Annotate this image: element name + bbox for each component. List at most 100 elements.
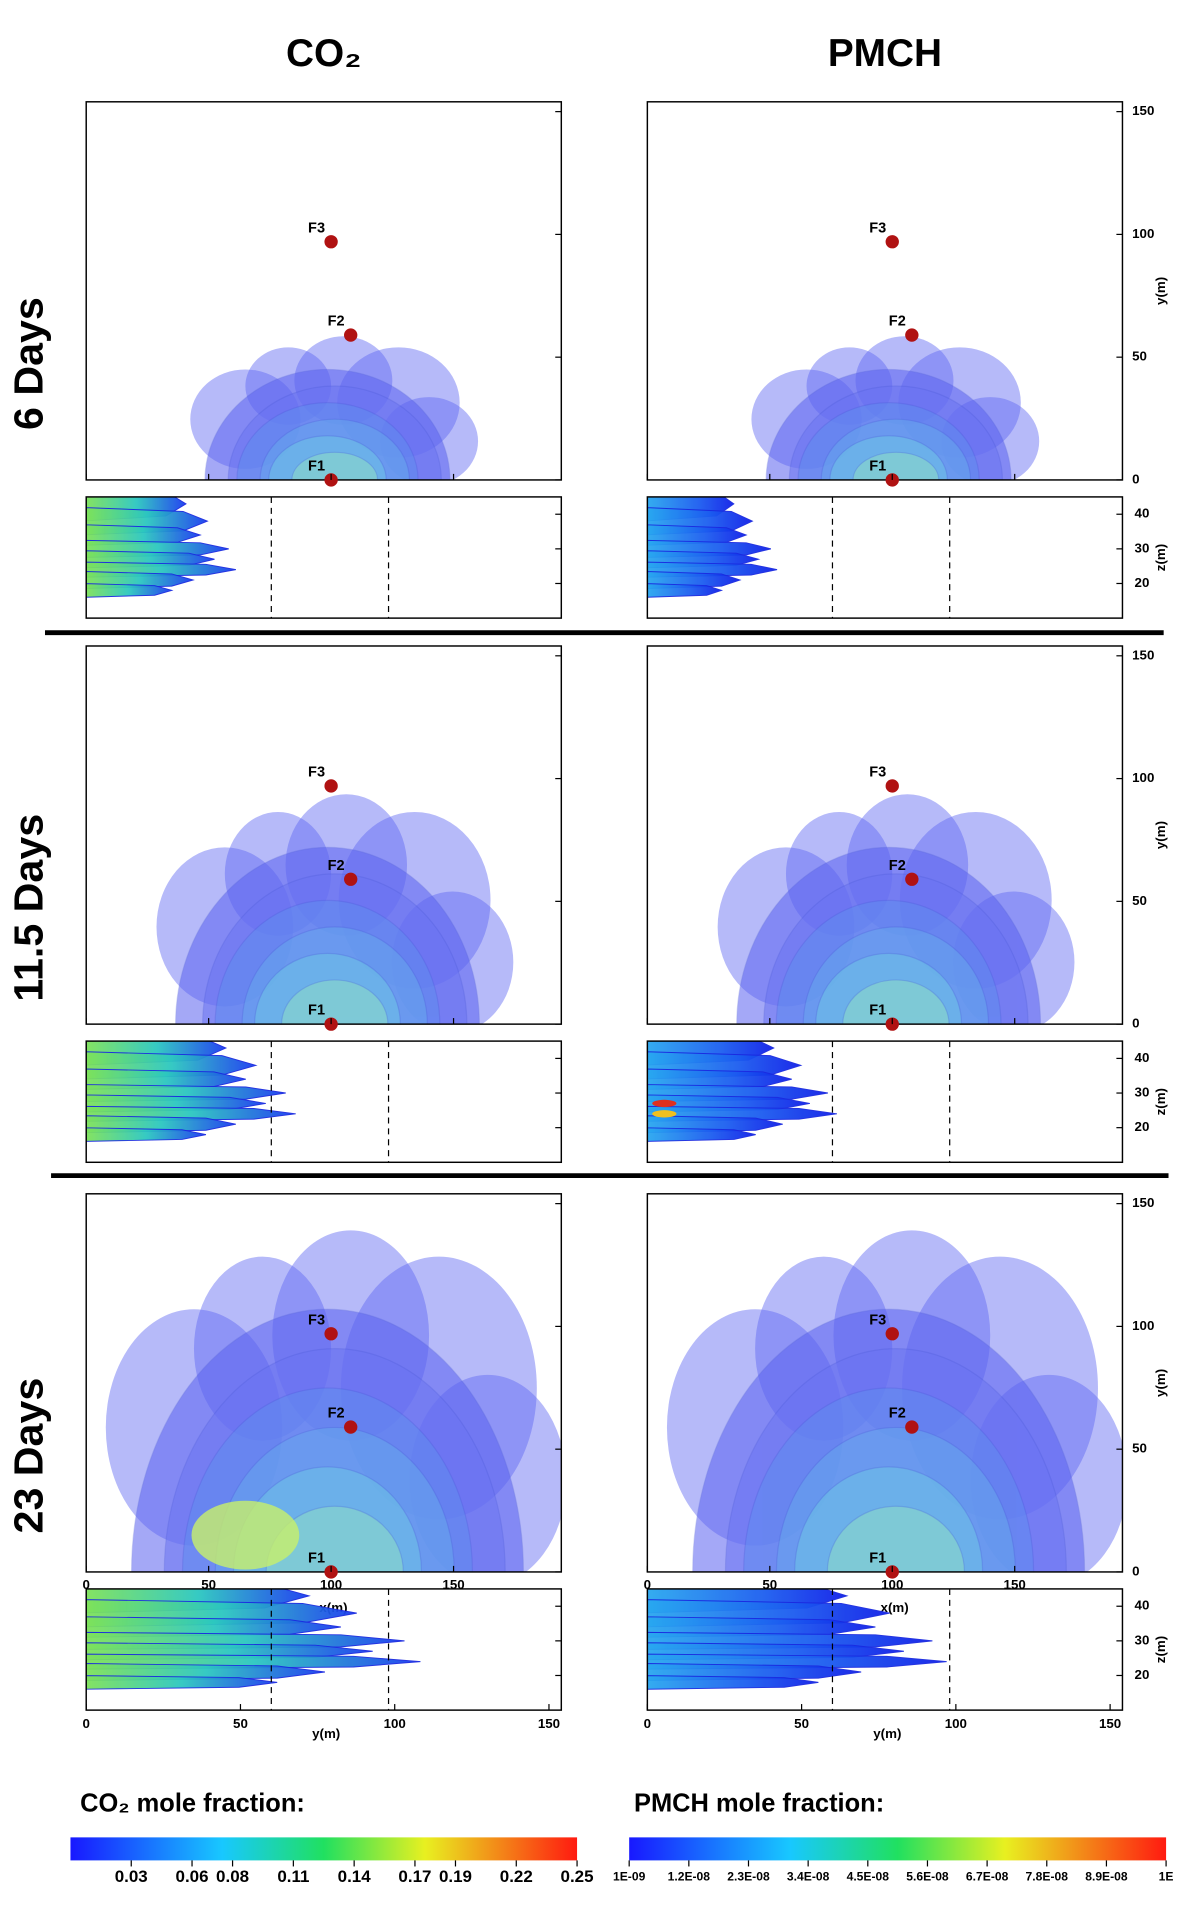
- colorbar-label: 0.22: [500, 1867, 533, 1886]
- z-tick-label: 20: [1135, 1119, 1150, 1134]
- section-plume: [647, 487, 777, 597]
- well: [344, 328, 357, 341]
- section-high: [652, 1110, 676, 1117]
- z-tick-label: 30: [1135, 540, 1150, 555]
- y-tick-label: 100: [1132, 226, 1154, 241]
- row-title: 11.5 Days: [6, 814, 52, 1002]
- well-label: F3: [869, 1312, 886, 1328]
- well: [905, 1420, 918, 1433]
- figure: CO₂ PMCH 6 Days 11.5 Days 23 Days F1 F2 F3 F1 F2 F…: [0, 0, 1182, 1921]
- y-tick-label: 0: [1132, 1563, 1139, 1578]
- well-label: F1: [869, 1003, 886, 1019]
- y-tick-label: 50: [1132, 893, 1147, 908]
- well-label: F1: [308, 1550, 325, 1566]
- plume: [718, 794, 1075, 1201]
- colorbar-label: 1.2E-08: [668, 1870, 711, 1884]
- well: [344, 873, 357, 886]
- well: [886, 779, 899, 792]
- x-tick-label: 50: [233, 1716, 248, 1731]
- colorbar-label: 0.03: [115, 1867, 148, 1886]
- x-axis-label: y(m): [873, 1726, 901, 1741]
- colorbar-label: 0.17: [398, 1867, 431, 1886]
- z-axis-label: z(m): [1153, 1636, 1168, 1663]
- x-tick-label: 0: [644, 1716, 651, 1731]
- y-tick-label: 150: [1132, 647, 1154, 662]
- well-label: F2: [889, 1406, 906, 1422]
- well: [344, 1420, 357, 1433]
- plume: [751, 336, 1039, 590]
- y-axis-label: y(m): [1153, 277, 1168, 305]
- well-label: F1: [308, 1003, 325, 1019]
- plume: [156, 794, 513, 1201]
- section-plume: [647, 1031, 837, 1141]
- colorbar-title: PMCH mole fraction:: [634, 1789, 884, 1817]
- z-tick-label: 20: [1135, 575, 1150, 590]
- colorbar-label: 1E: [1159, 1870, 1174, 1884]
- x-tick-label: 0: [82, 1716, 89, 1731]
- section-plume: [86, 487, 236, 597]
- z-axis-label: z(m): [1153, 1088, 1168, 1115]
- column-title: PMCH: [828, 32, 942, 75]
- well-label: F2: [328, 1406, 345, 1422]
- colorbar-label: 0.19: [439, 1867, 472, 1886]
- well-label: F3: [869, 764, 886, 780]
- y-tick-label: 100: [1132, 770, 1154, 785]
- row-title: 23 Days: [6, 1378, 52, 1534]
- x-tick-label: 150: [538, 1716, 560, 1731]
- row-title: 6 Days: [6, 297, 52, 430]
- x-tick-label: 50: [794, 1716, 809, 1731]
- colorbar-label: 1E-09: [613, 1870, 646, 1884]
- colorbar-label: 3.4E-08: [787, 1870, 830, 1884]
- well: [324, 235, 337, 248]
- plume: [667, 1230, 1127, 1834]
- y-tick-label: 100: [1132, 1318, 1154, 1333]
- well: [324, 779, 337, 792]
- colorbar-label: 0.06: [176, 1867, 209, 1886]
- well-label: F1: [869, 1550, 886, 1566]
- colorbar: [629, 1837, 1166, 1860]
- well-label: F3: [308, 220, 325, 236]
- colorbar-label: 0.25: [561, 1867, 594, 1886]
- x-tick-label: 100: [384, 1716, 406, 1731]
- well: [905, 328, 918, 341]
- y-tick-label: 0: [1132, 471, 1139, 486]
- colorbar-label: 7.8E-08: [1026, 1870, 1069, 1884]
- colorbar-title: CO₂ mole fraction:: [80, 1789, 305, 1817]
- well-label: F1: [869, 458, 886, 474]
- colorbar-label: 8.9E-08: [1085, 1870, 1128, 1884]
- section-plume: [86, 1031, 296, 1141]
- z-tick-label: 30: [1135, 1632, 1150, 1647]
- y-tick-label: 150: [1132, 103, 1154, 118]
- y-axis-label: y(m): [1153, 821, 1168, 849]
- colorbar-label: 0.08: [216, 1867, 249, 1886]
- well-label: F2: [889, 314, 906, 330]
- y-axis-label: y(m): [1153, 1369, 1168, 1397]
- z-tick-label: 40: [1135, 506, 1150, 521]
- colorbar: [70, 1837, 577, 1860]
- x-tick-label: 100: [945, 1716, 967, 1731]
- y-tick-label: 150: [1132, 1195, 1154, 1210]
- colorbar-label: 0.11: [277, 1867, 309, 1886]
- well-label: F3: [308, 764, 325, 780]
- well: [886, 235, 899, 248]
- y-tick-label: 0: [1132, 1016, 1139, 1031]
- well-label: F2: [328, 314, 345, 330]
- colorbar-label: 0.14: [338, 1867, 372, 1886]
- x-axis-label: y(m): [312, 1726, 340, 1741]
- z-axis-label: z(m): [1153, 544, 1168, 571]
- column-title: CO₂: [286, 32, 361, 75]
- plume: [106, 1230, 566, 1834]
- colorbar-label: 2.3E-08: [727, 1870, 770, 1884]
- z-tick-label: 40: [1135, 1598, 1150, 1613]
- well-label: F3: [869, 220, 886, 236]
- y-tick-label: 50: [1132, 1441, 1147, 1456]
- x-tick-label: 150: [1099, 1716, 1121, 1731]
- plume-high: [192, 1501, 300, 1570]
- plume: [190, 336, 478, 590]
- well-label: F2: [889, 858, 906, 874]
- section-high: [652, 1100, 676, 1107]
- section-plume: [86, 1579, 420, 1689]
- well-label: F1: [308, 458, 325, 474]
- y-tick-label: 50: [1132, 349, 1147, 364]
- colorbar-label: 6.7E-08: [966, 1870, 1009, 1884]
